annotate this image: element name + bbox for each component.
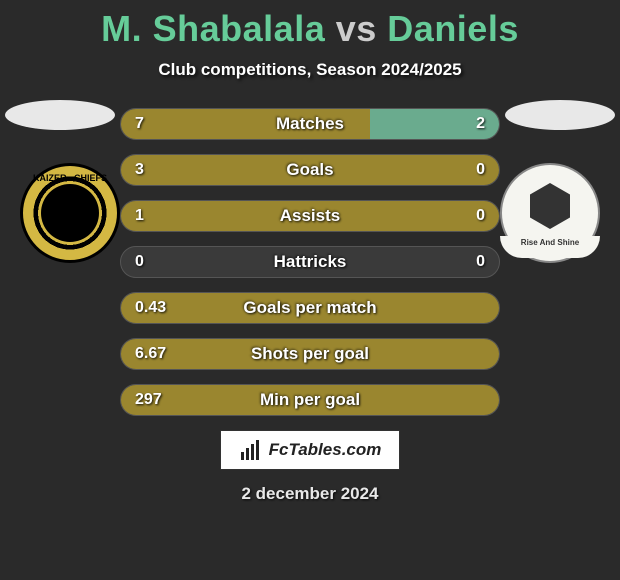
stat-label: Min per goal <box>121 385 499 415</box>
stat-row: 30Goals <box>120 154 500 186</box>
stat-bars: 72Matches 30Goals 10Assists 00Hattricks 0.43… <box>120 108 500 416</box>
stat-row: 297Min per goal <box>120 384 500 416</box>
team1-badge <box>20 163 120 263</box>
team2-badge <box>500 163 600 263</box>
stat-label: Shots per goal <box>121 339 499 369</box>
player1-name: M. Shabalala <box>101 8 325 49</box>
stat-row: 00Hattricks <box>120 246 500 278</box>
player1-silhouette <box>5 100 115 130</box>
chart-icon <box>239 438 263 462</box>
stat-row: 10Assists <box>120 200 500 232</box>
brand-text: FcTables.com <box>269 440 382 460</box>
stat-row: 0.43Goals per match <box>120 292 500 324</box>
player2-name: Daniels <box>387 8 519 49</box>
stat-label: Goals <box>121 155 499 185</box>
stat-label: Goals per match <box>121 293 499 323</box>
brand-badge: FcTables.com <box>220 430 400 470</box>
stat-label: Matches <box>121 109 499 139</box>
vs-text: vs <box>336 8 377 49</box>
content-area: KAIZER CHIEFS Rise And Shine 72Matches30… <box>0 108 620 504</box>
player2-silhouette <box>505 100 615 130</box>
stat-label: Assists <box>121 201 499 231</box>
stat-row: 6.67Shots per goal <box>120 338 500 370</box>
stat-row: 72Matches <box>120 108 500 140</box>
date-text: 2 december 2024 <box>0 484 620 504</box>
subtitle: Club competitions, Season 2024/2025 <box>0 60 620 80</box>
comparison-title: M. Shabalala vs Daniels <box>0 0 620 50</box>
stat-label: Hattricks <box>121 247 499 277</box>
